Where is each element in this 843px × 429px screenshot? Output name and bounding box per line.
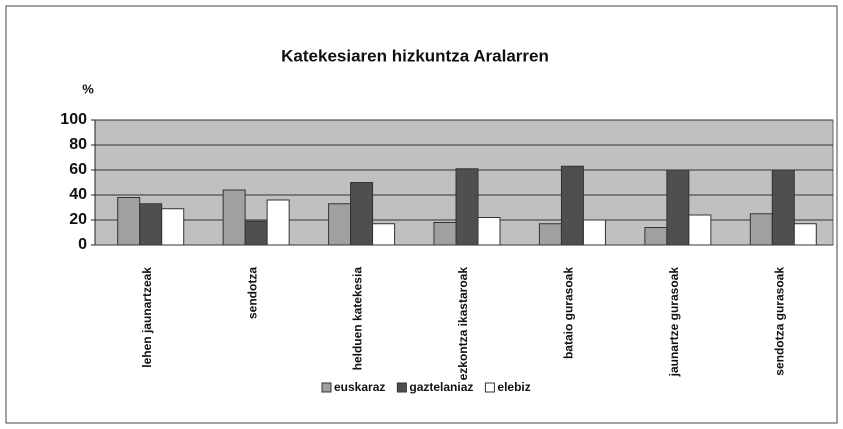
bar (117, 197, 141, 246)
y-tick-label: 80 (69, 136, 87, 153)
x-tick-label: jaunartze gurasoak (667, 267, 681, 378)
y-tick-label: 40 (69, 186, 87, 203)
legend-label: elebiz (497, 380, 530, 394)
legend-label: gaztelaniaz (409, 380, 473, 394)
bar (560, 165, 584, 246)
legend-swatch (396, 382, 407, 393)
bar (372, 223, 396, 246)
bar (161, 208, 185, 246)
x-tick-label: helduen katekesia (351, 267, 365, 371)
legend-swatch (484, 382, 495, 393)
bar (771, 169, 795, 246)
bar (644, 227, 668, 246)
legend-label: euskaraz (334, 380, 385, 394)
bar (266, 199, 290, 246)
x-tick-label: sendotza (245, 267, 259, 319)
bar (666, 169, 690, 246)
bar (328, 203, 352, 246)
bar (433, 222, 457, 246)
y-tick-label: 60 (69, 161, 87, 178)
x-tick-label: ezkontza ikastaroak (456, 267, 470, 381)
chart-title: Katekesiaren hizkuntza Aralarren (281, 46, 549, 65)
bar (139, 203, 163, 246)
bar (749, 213, 773, 246)
bar (222, 189, 246, 246)
y-tick-label: 0 (78, 236, 87, 253)
legend-swatch (321, 382, 332, 393)
bar (793, 223, 817, 246)
y-tick-label: 20 (69, 211, 87, 228)
bar (688, 214, 712, 246)
bar (350, 182, 374, 246)
x-tick-label: bataio gurasoak (562, 267, 576, 359)
bar (244, 220, 268, 246)
x-tick-label: sendotza gurasoak (772, 267, 786, 376)
y-axis-label: % (82, 81, 94, 96)
x-tick-label: lehen jaunartzeak (140, 267, 154, 368)
bar (477, 217, 501, 246)
bar (538, 223, 562, 246)
bar (582, 219, 606, 246)
y-tick-label: 100 (60, 111, 87, 128)
bar (455, 168, 479, 246)
